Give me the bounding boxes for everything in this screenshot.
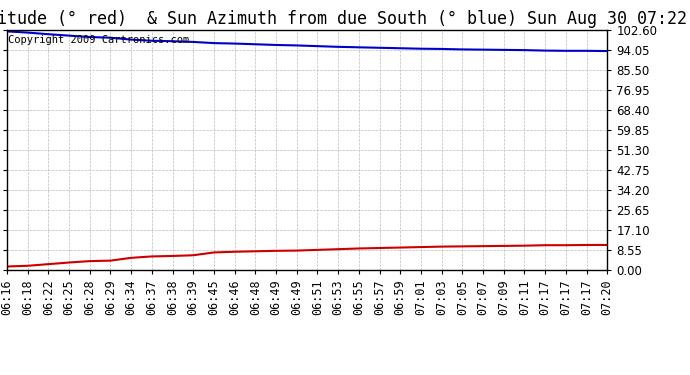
Text: Copyright 2009 Cartronics.com: Copyright 2009 Cartronics.com — [8, 35, 189, 45]
Title: Sun Altitude (° red)  & Sun Azimuth from due South (° blue) Sun Aug 30 07:22: Sun Altitude (° red) & Sun Azimuth from … — [0, 10, 687, 28]
